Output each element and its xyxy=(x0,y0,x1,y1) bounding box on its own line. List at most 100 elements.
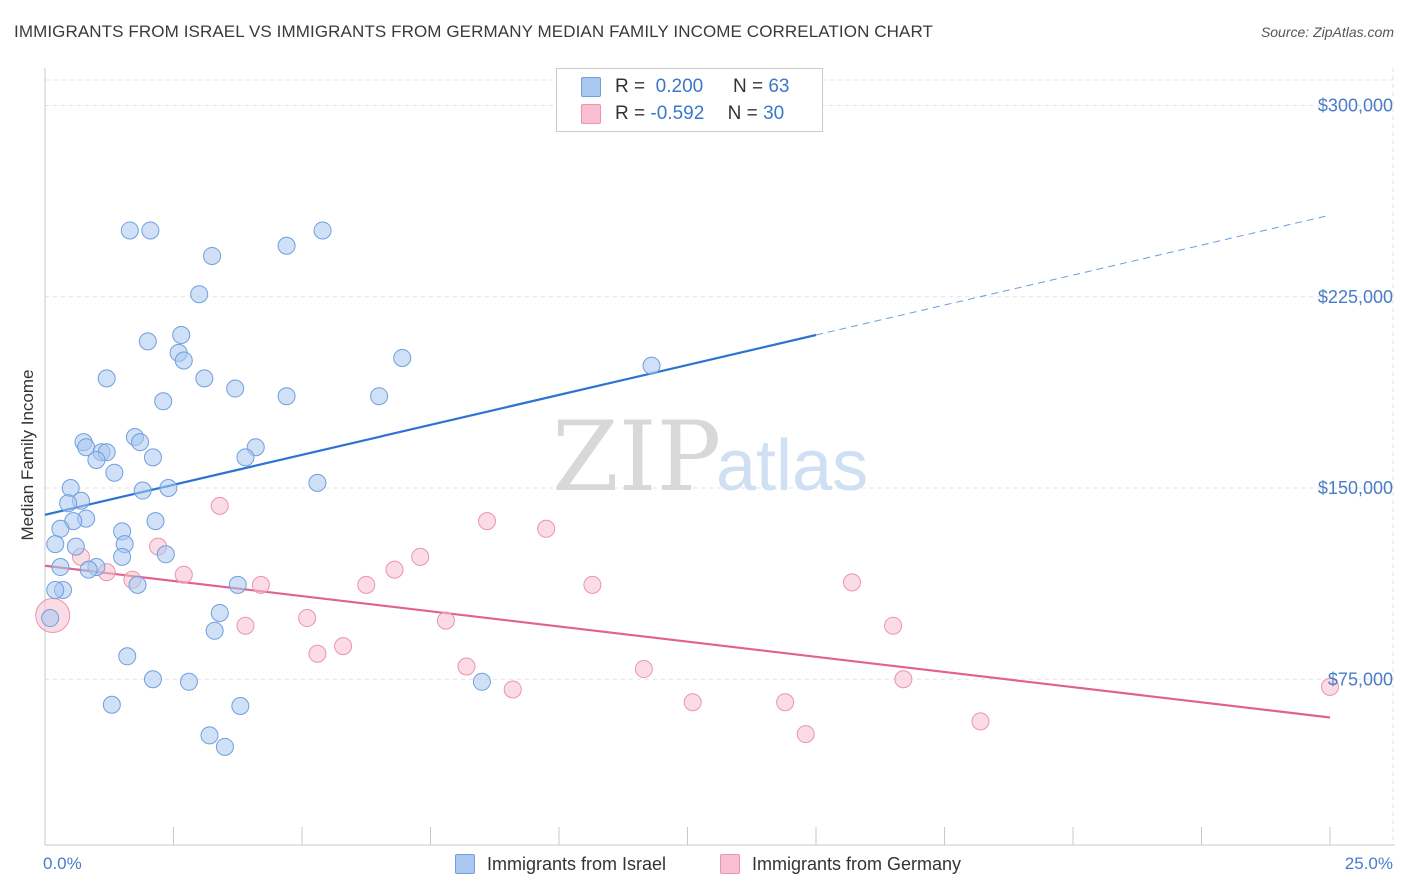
germany-n-label: N = xyxy=(727,103,758,124)
bottom-legend-germany: Immigrants from Germany xyxy=(720,852,961,876)
israel-point xyxy=(118,647,137,666)
bottom-israel-label: Immigrants from Israel xyxy=(487,853,667,874)
israel-point xyxy=(174,351,193,370)
israel-trendline-extension xyxy=(815,214,1331,336)
israel-point xyxy=(203,246,222,265)
germany-point xyxy=(210,496,229,515)
israel-point xyxy=(51,519,70,538)
israel-point xyxy=(79,560,98,579)
israel-point xyxy=(133,481,152,500)
israel-point xyxy=(393,348,412,367)
israel-point xyxy=(190,285,209,304)
israel-point xyxy=(313,221,332,240)
watermark-zip: ZIP xyxy=(552,401,721,513)
germany-point xyxy=(436,611,455,630)
israel-point xyxy=(46,581,65,599)
israel-point xyxy=(120,221,139,240)
israel-point xyxy=(156,545,175,564)
germany-point xyxy=(385,560,404,579)
germany-point xyxy=(478,512,497,531)
israel-points xyxy=(41,221,661,756)
germany-point xyxy=(796,725,815,744)
axes xyxy=(44,68,1395,846)
israel-point xyxy=(51,558,70,577)
y-tick-labels: $75,000 $150,000 $225,000 $300,000 xyxy=(1318,96,1393,690)
germany-point xyxy=(1321,677,1339,696)
germany-point xyxy=(411,547,430,566)
israel-point xyxy=(59,494,78,513)
legend-row-germany: R = -0.592 N = 30 xyxy=(581,102,784,126)
israel-swatch xyxy=(581,77,601,97)
israel-point xyxy=(210,603,229,622)
israel-point xyxy=(231,697,250,716)
germany-point xyxy=(537,519,556,538)
israel-point xyxy=(226,379,245,398)
bottom-israel-swatch xyxy=(455,854,475,874)
israel-point xyxy=(46,535,65,554)
chart-title: IMMIGRANTS FROM ISRAEL VS IMMIGRANTS FRO… xyxy=(14,22,934,41)
israel-point xyxy=(41,609,60,628)
israel-point xyxy=(228,575,247,594)
germany-points xyxy=(35,496,1339,744)
israel-point xyxy=(66,537,85,556)
germany-point xyxy=(251,575,270,594)
watermark-atlas: atlas xyxy=(716,426,868,506)
germany-point xyxy=(503,680,522,699)
israel-point xyxy=(195,369,214,388)
germany-point xyxy=(457,657,476,676)
germany-r-label: R = xyxy=(615,103,646,124)
y-axis-title: Median Family Income xyxy=(18,369,37,540)
y-tick-label: $300,000 xyxy=(1318,96,1393,116)
israel-n-label: N = xyxy=(732,76,764,97)
germany-point xyxy=(174,565,193,584)
germany-swatch xyxy=(581,104,601,124)
israel-point xyxy=(370,387,389,406)
israel-point xyxy=(105,463,124,482)
correlation-legend: R = 0.200 N = 63 R = -0.592 N = 30 xyxy=(556,68,823,132)
germany-point xyxy=(334,637,353,656)
germany-point xyxy=(683,693,702,712)
israel-r-value: 0.200 xyxy=(655,76,704,97)
germany-r-value: -0.592 xyxy=(650,103,705,124)
germany-point xyxy=(298,609,317,628)
y-tick-label: $150,000 xyxy=(1318,478,1393,498)
x-tick-label: 0.0% xyxy=(43,854,82,873)
israel-point xyxy=(472,672,491,691)
germany-point xyxy=(842,573,861,592)
israel-point xyxy=(205,621,224,640)
israel-point xyxy=(143,670,162,689)
israel-point xyxy=(642,356,661,375)
israel-point xyxy=(200,726,219,745)
germany-point xyxy=(894,670,913,689)
germany-point xyxy=(884,616,903,635)
israel-point xyxy=(97,369,116,388)
bottom-germany-swatch xyxy=(720,854,740,874)
germany-point xyxy=(776,693,795,712)
germany-n-value: 30 xyxy=(763,103,785,124)
israel-n-value: 63 xyxy=(768,76,790,97)
germany-point xyxy=(971,712,990,731)
israel-point xyxy=(159,479,178,497)
israel-point xyxy=(215,737,234,756)
israel-point xyxy=(179,672,198,691)
germany-point xyxy=(357,575,376,594)
x-tick-label: 25.0% xyxy=(1345,854,1393,873)
israel-point xyxy=(141,221,160,240)
israel-point xyxy=(102,695,121,714)
israel-point xyxy=(143,448,162,467)
israel-r-label: R = xyxy=(615,76,646,97)
israel-point xyxy=(236,448,255,467)
israel-point xyxy=(113,547,132,566)
germany-point xyxy=(583,575,602,594)
israel-point xyxy=(308,473,327,492)
germany-point xyxy=(308,644,327,663)
germany-point xyxy=(236,616,255,635)
bottom-germany-label: Immigrants from Germany xyxy=(752,853,962,874)
israel-point xyxy=(128,575,147,594)
israel-point xyxy=(138,332,157,351)
source-label: Source: ZipAtlas.com xyxy=(1260,24,1394,40)
israel-point xyxy=(87,450,106,469)
bottom-legend-israel: Immigrants from Israel xyxy=(455,852,666,876)
israel-point xyxy=(154,392,173,411)
